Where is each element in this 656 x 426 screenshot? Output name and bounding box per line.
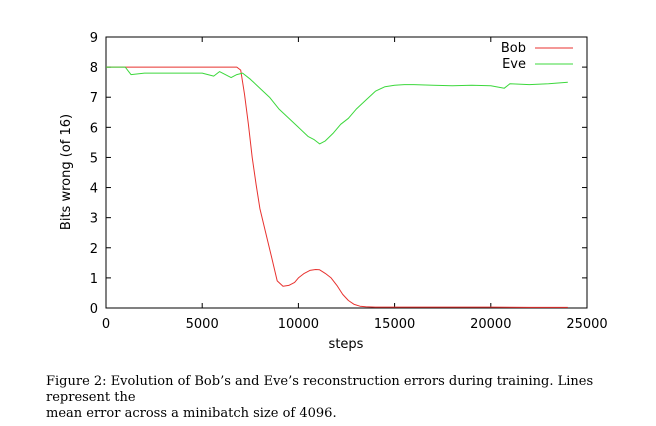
y-tick-label: 0 (90, 302, 98, 317)
x-tick-label: 15000 (374, 317, 415, 332)
series-line-eve (106, 66, 568, 145)
series-line-bob (106, 66, 568, 308)
x-tick-label: 25000 (566, 317, 607, 332)
legend: Bob Eve (501, 41, 573, 72)
caption-line-2: mean error across a minibatch size of 40… (46, 406, 337, 421)
y-tick-label: 9 (90, 31, 98, 46)
y-tick-label: 2 (90, 242, 98, 257)
line-chart: 0 5000 10000 15000 20000 25000 0 1 2 3 4 5 6 7 8 9 step… (59, 31, 608, 352)
y-tick-label: 3 (90, 212, 98, 227)
x-tick-label: 5000 (186, 317, 219, 332)
y-tick-label: 4 (90, 182, 98, 197)
y-tick-label: 1 (90, 272, 98, 287)
y-tick-label: 6 (90, 121, 98, 136)
axis-ticks: 0 5000 10000 15000 20000 25000 0 1 2 3 4 5 6 7 8 9 (90, 31, 608, 332)
legend-label-eve: Eve (502, 57, 526, 72)
caption-line-1: Figure 2: Evolution of Bob’s and Eve’s r… (46, 374, 594, 405)
figure-caption: Figure 2: Evolution of Bob’s and Eve’s r… (46, 374, 646, 422)
x-tick-label: 10000 (278, 317, 319, 332)
series-layer (106, 66, 568, 308)
y-tick-label: 5 (90, 151, 98, 166)
y-axis-label: Bits wrong (of 16) (59, 114, 74, 230)
x-tick-label: 0 (102, 317, 110, 332)
legend-label-bob: Bob (501, 41, 526, 56)
x-tick-label: 20000 (470, 317, 511, 332)
plot-frame (105, 36, 588, 309)
x-axis-label: steps (329, 337, 364, 352)
y-tick-label: 7 (90, 91, 98, 106)
y-tick-label: 8 (90, 61, 98, 76)
